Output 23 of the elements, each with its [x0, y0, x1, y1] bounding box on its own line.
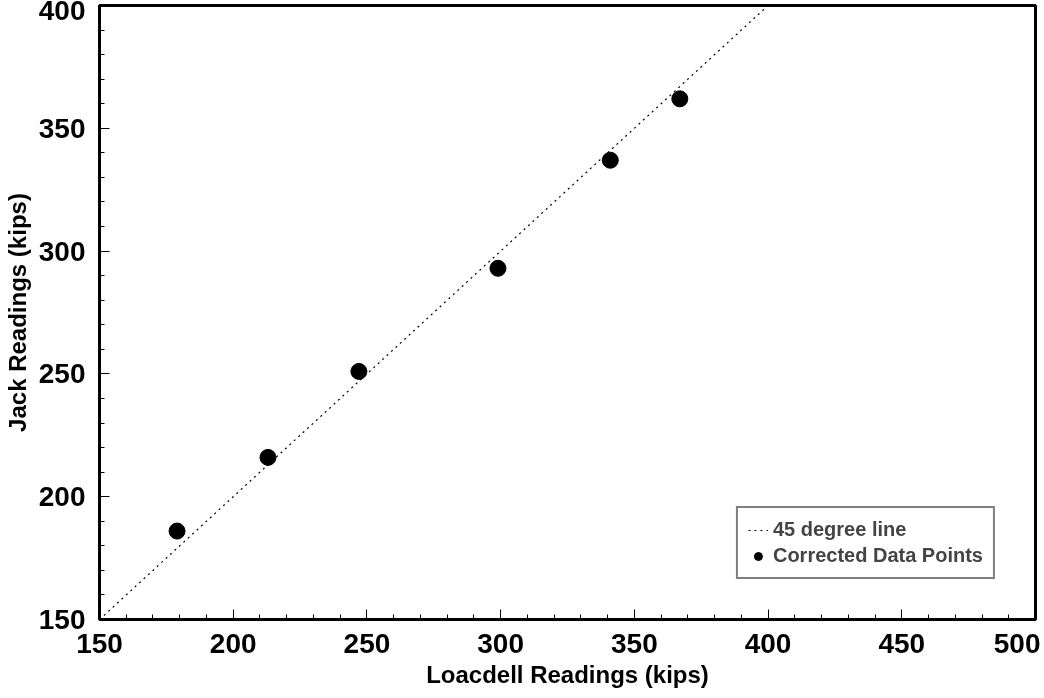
x-tick-label: 350 — [611, 627, 658, 659]
y-axis-title: Jack Readings (kips) — [3, 193, 31, 432]
point — [489, 259, 507, 277]
point — [168, 522, 186, 540]
y-tick-label: 300 — [38, 235, 86, 267]
point — [259, 448, 277, 466]
x-axis-title: Loacdell Readings (kips) — [426, 660, 709, 688]
point — [350, 362, 368, 380]
x-tick-label: 450 — [878, 627, 926, 659]
x-tick-label: 250 — [343, 627, 391, 659]
x-tick-label: 400 — [744, 627, 792, 659]
y-tick-label: 400 — [38, 0, 86, 26]
legend-label: 45 degree line — [772, 518, 907, 541]
point — [601, 151, 619, 169]
x-tick-label: 500 — [993, 627, 1041, 659]
x-tick-label: 200 — [209, 627, 257, 659]
point — [671, 90, 689, 108]
y-tick-label: 200 — [38, 481, 86, 513]
x-tick-label: 300 — [477, 627, 524, 659]
y-tick-label: 150 — [38, 604, 86, 635]
y-tick-label: 350 — [38, 112, 86, 144]
y-tick-label: 250 — [38, 358, 86, 390]
legend-label: Corrected Data Points — [772, 544, 983, 567]
